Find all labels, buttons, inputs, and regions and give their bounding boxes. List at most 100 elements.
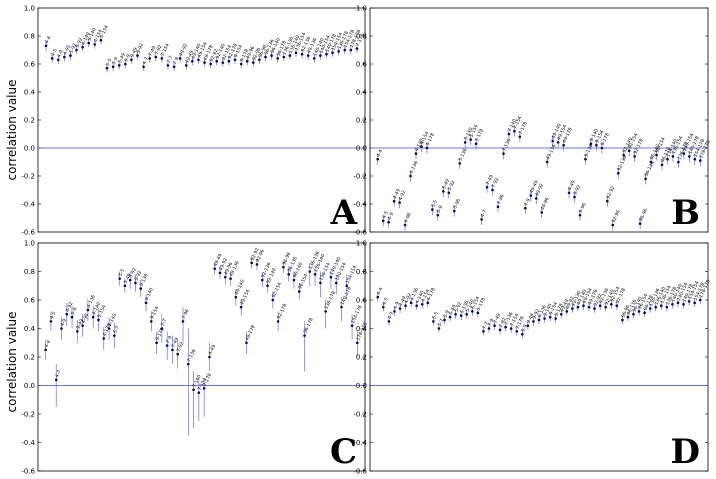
data-point: 92-96	[251, 47, 262, 67]
point-marker	[136, 54, 139, 57]
data-point: 9-140	[144, 287, 155, 312]
point-marker	[144, 301, 148, 305]
point-label: 7-178	[515, 315, 526, 330]
point-label: 4-4	[376, 149, 385, 158]
data-point: 96-136	[643, 160, 656, 185]
point-marker	[518, 135, 522, 139]
y-tick-label: -0.6	[353, 229, 367, 237]
point-marker	[245, 59, 249, 63]
point-marker	[282, 55, 286, 59]
point-marker	[154, 55, 158, 59]
data-point: 4-49	[392, 188, 402, 207]
point-label: 7-154	[160, 43, 171, 58]
point-label: 49-49	[184, 50, 195, 65]
y-tick-label: 1.0	[356, 5, 367, 13]
y-tick-label: 0.8	[356, 33, 367, 41]
point-label: 49-96	[245, 45, 256, 60]
data-point: 7-178	[515, 315, 526, 336]
y-tick-label: 0.4	[356, 325, 368, 333]
data-point: 9-178	[239, 48, 250, 69]
data-point: 4-5	[381, 297, 390, 312]
point-label: 4-140	[91, 301, 102, 316]
point-marker	[398, 201, 401, 204]
point-marker	[160, 57, 164, 60]
point-marker	[442, 190, 445, 193]
point-label: 5-136	[459, 300, 470, 315]
point-label: 92-92	[592, 293, 603, 308]
point-label: 7-136	[501, 138, 512, 153]
point-marker	[476, 311, 480, 315]
point-marker	[493, 324, 496, 327]
y-tick-label: 0.2	[356, 117, 367, 125]
data-point: 7-9	[172, 56, 181, 71]
point-label: 4-7	[141, 56, 150, 65]
point-label: 5-92	[447, 180, 457, 192]
point-label: 9-136	[139, 273, 150, 288]
point-label: 4-49	[398, 295, 408, 307]
data-point: 4-96	[403, 212, 413, 231]
point-marker	[376, 295, 380, 299]
y-tick-label: -0.2	[21, 411, 35, 419]
point-marker	[381, 219, 385, 223]
point-marker	[245, 341, 248, 345]
point-label: 49-136	[545, 143, 557, 160]
data-point: 7-154	[509, 313, 520, 333]
point-label: 7-178	[355, 33, 366, 48]
point-marker	[319, 281, 322, 285]
point-marker	[604, 305, 608, 309]
point-label: 5-7	[437, 318, 446, 327]
point-marker	[215, 59, 219, 63]
point-label: 49-96	[223, 261, 234, 276]
point-label: 92-92	[250, 247, 261, 262]
point-marker	[616, 171, 620, 175]
y-tick-label: 0.0	[24, 145, 35, 153]
point-marker	[270, 54, 273, 57]
plot-frame	[37, 242, 366, 472]
point-marker	[319, 54, 322, 57]
point-marker	[637, 310, 641, 313]
data-point: 4-92	[397, 189, 407, 209]
point-marker	[437, 327, 441, 330]
data-point: 96-96	[257, 44, 268, 64]
point-marker	[693, 157, 697, 161]
data-point: 4-140	[80, 31, 92, 52]
point-label: 7-92	[154, 44, 164, 56]
point-marker	[600, 146, 604, 150]
data-point: 96-96	[638, 208, 649, 230]
data-point: 7-49	[148, 45, 157, 63]
point-label: 9-49	[129, 47, 139, 59]
y-tick-label: 0.4	[356, 89, 368, 97]
point-marker	[693, 301, 696, 305]
point-marker	[191, 59, 194, 63]
point-marker	[184, 64, 188, 67]
data-point: 7-9	[523, 198, 532, 214]
point-label: 49-92	[178, 43, 189, 58]
point-marker	[676, 301, 680, 305]
y-tick-label: -0.2	[21, 173, 35, 181]
data-point: 7-178	[355, 33, 366, 53]
data-point: 5-136	[458, 148, 469, 169]
point-label: 9-92	[133, 270, 143, 282]
point-marker	[176, 352, 180, 356]
point-marker	[276, 320, 280, 323]
plot-frame	[369, 7, 709, 233]
point-marker	[545, 160, 549, 164]
data-point: 5-92	[453, 301, 463, 319]
data-point: 5-5	[431, 311, 440, 326]
point-label: 7-9	[165, 335, 174, 344]
point-label: 5-178	[474, 128, 485, 143]
point-label: 7-140	[191, 374, 202, 389]
point-marker	[118, 277, 121, 280]
point-label: 96-96	[281, 251, 292, 266]
data-point: 4-178	[425, 132, 436, 154]
point-label: 4-5	[381, 210, 390, 219]
point-label: 92-96	[251, 47, 262, 62]
y-tick-label: 0.8	[24, 33, 35, 41]
point-marker	[208, 355, 211, 359]
point-marker	[63, 55, 66, 59]
data-point: 9-154	[149, 306, 160, 332]
point-marker	[615, 304, 619, 308]
point-marker	[393, 310, 396, 313]
point-marker	[349, 48, 353, 52]
point-marker	[86, 308, 90, 312]
